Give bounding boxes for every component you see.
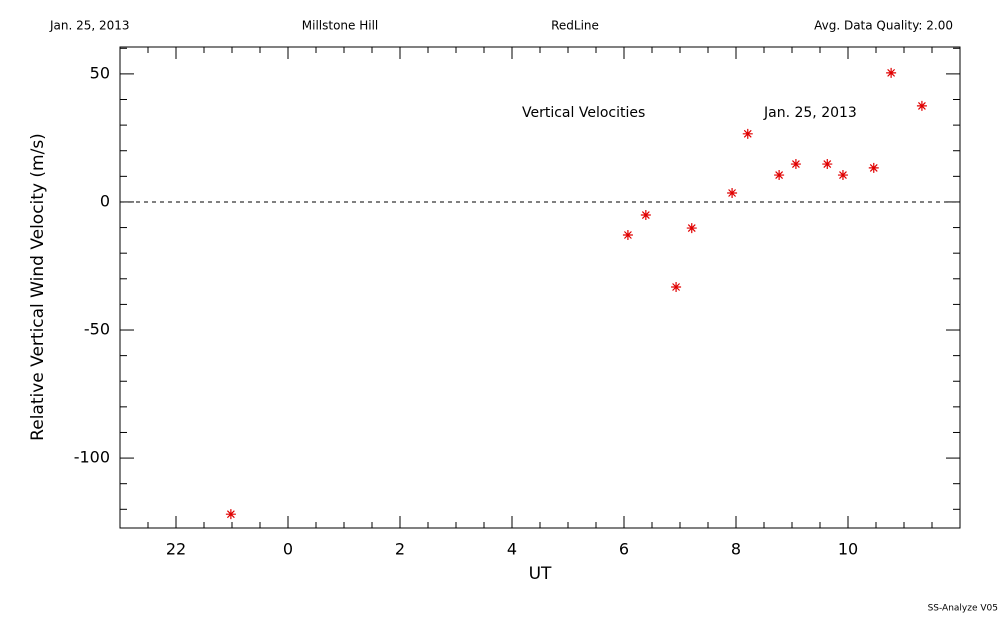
x-tick-label: 6 xyxy=(619,540,629,559)
data-point xyxy=(774,170,785,181)
data-point xyxy=(837,170,848,181)
annotation: Vertical Velocities xyxy=(522,105,645,121)
y-tick-label: 0 xyxy=(100,191,110,210)
header-date: Jan. 25, 2013 xyxy=(49,19,130,33)
x-tick-label: 8 xyxy=(731,540,741,559)
data-point xyxy=(671,281,682,292)
x-tick-label: 2 xyxy=(395,540,405,559)
data-point xyxy=(868,162,879,173)
data-point xyxy=(686,223,697,234)
data-point xyxy=(790,159,801,170)
header-quality: Avg. Data Quality: 2.00 xyxy=(814,19,953,33)
x-tick-label: 4 xyxy=(507,540,517,559)
data-point xyxy=(886,67,897,78)
data-point xyxy=(822,159,833,170)
x-axis-label: UT xyxy=(529,564,552,584)
data-point xyxy=(622,229,633,240)
y-tick-label: 50 xyxy=(90,63,110,82)
x-tick-label: 10 xyxy=(838,540,858,559)
data-point xyxy=(225,509,236,520)
x-tick-label: 22 xyxy=(166,540,186,559)
data-point xyxy=(727,187,738,198)
data-point xyxy=(916,100,927,111)
data-point xyxy=(742,128,753,139)
header-line: RedLine xyxy=(551,19,599,33)
y-tick-label: -50 xyxy=(84,320,110,339)
header-site: Millstone Hill xyxy=(302,19,378,33)
annotation: Jan. 25, 2013 xyxy=(763,105,857,121)
y-axis-label: Relative Vertical Wind Velocity (m/s) xyxy=(28,133,48,441)
y-tick-label: -100 xyxy=(74,448,110,467)
data-point xyxy=(640,210,651,221)
x-tick-label: 0 xyxy=(283,540,293,559)
footer: SS-Analyze V05 xyxy=(928,604,998,614)
